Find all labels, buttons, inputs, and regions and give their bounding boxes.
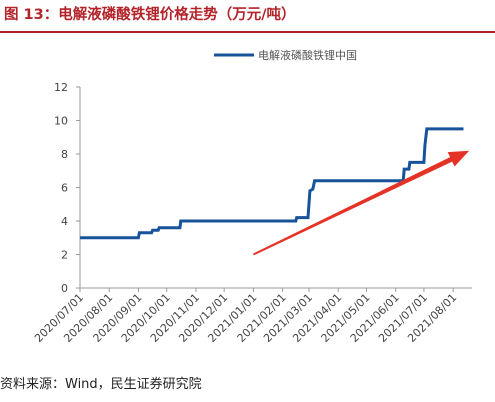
- x-axis-ticks: 2020/07/012020/08/012020/09/012020/10/01…: [32, 288, 459, 345]
- trend-arrow: [253, 150, 470, 256]
- source-note: 资料来源：Wind，民生证券研究院: [0, 377, 202, 392]
- y-tick-label: 4: [61, 215, 68, 228]
- y-tick-label: 0: [61, 282, 68, 295]
- y-tick-label: 12: [54, 81, 68, 94]
- legend-label: 电解液磷酸铁锂中国: [258, 48, 357, 62]
- y-tick-label: 8: [61, 148, 68, 161]
- y-tick-label: 10: [54, 115, 68, 128]
- chart-legend: 电解液磷酸铁锂中国: [214, 48, 357, 62]
- series-line: [80, 127, 464, 240]
- y-axis-ticks: 0 2 4 6 8 10 12: [54, 81, 80, 295]
- y-tick-label: 2: [61, 249, 68, 262]
- chart-axes: [79, 87, 472, 289]
- series-lines: [80, 127, 464, 240]
- title-divider: [0, 31, 495, 33]
- chart-annotations: [253, 150, 470, 256]
- y-tick-label: 6: [61, 182, 68, 195]
- figure-title: 图 13：电解液磷酸铁锂价格走势（万元/吨）: [4, 7, 296, 23]
- line-chart: 0 2 4 6 8 10 12 2020/07/012020/08/012020/09/01…: [32, 48, 472, 345]
